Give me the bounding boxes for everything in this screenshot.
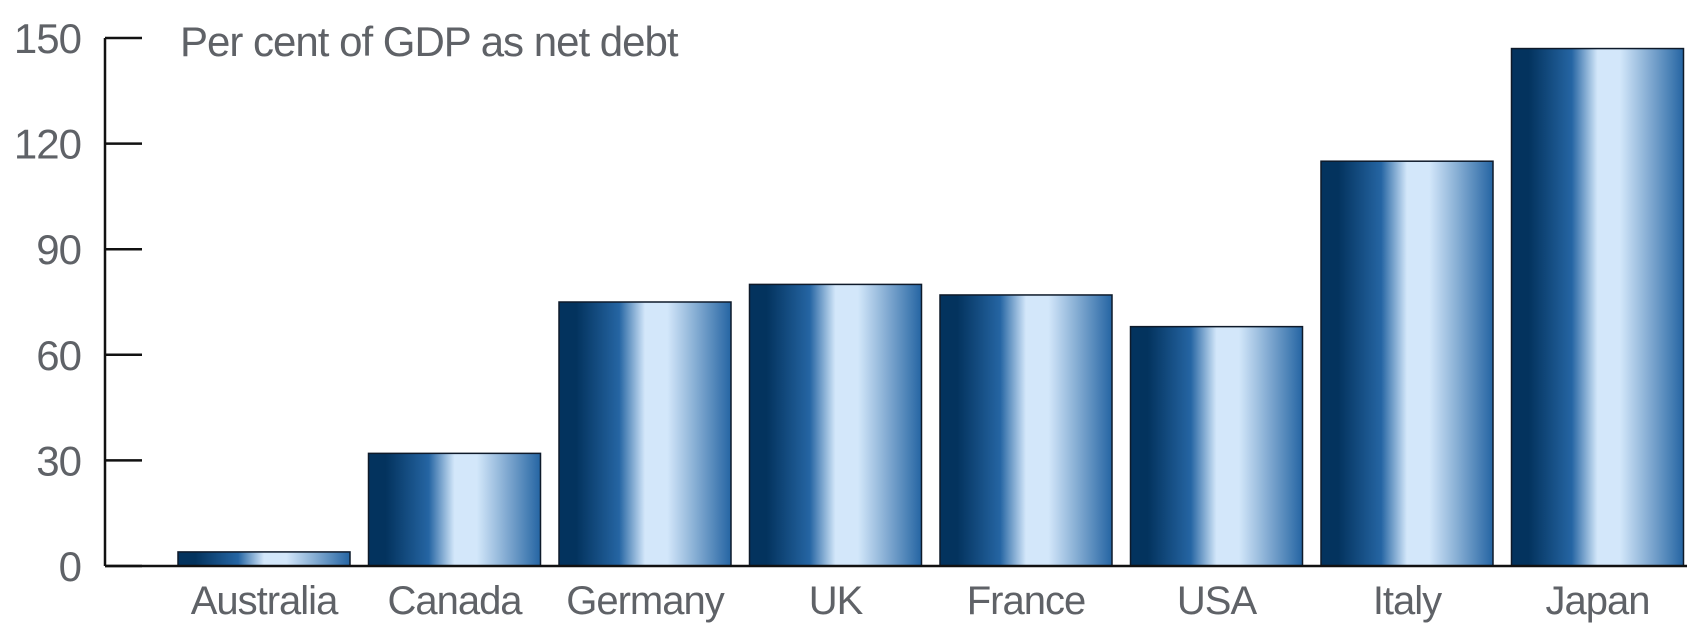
bar-uk bbox=[748, 283, 923, 567]
x-tick-label: USA bbox=[1177, 579, 1258, 623]
y-tick-label: 60 bbox=[36, 332, 81, 379]
chart-title: Per cent of GDP as net debt bbox=[180, 18, 679, 65]
x-tick-label: Japan bbox=[1546, 579, 1650, 623]
y-tick-label: 30 bbox=[36, 437, 81, 484]
y-tick-label: 150 bbox=[14, 15, 81, 62]
x-tick-label: Italy bbox=[1373, 579, 1442, 623]
bars-group bbox=[177, 47, 1685, 567]
bar-germany bbox=[558, 301, 732, 567]
bar-france bbox=[939, 294, 1113, 567]
y-tick-label: 90 bbox=[36, 226, 81, 273]
x-tick-label: Australia bbox=[191, 579, 339, 623]
x-tick-label: France bbox=[967, 579, 1086, 623]
y-tick-label: 0 bbox=[59, 543, 81, 590]
y-tick-label: 120 bbox=[14, 121, 81, 168]
x-tick-label: UK bbox=[809, 579, 864, 623]
bar-australia bbox=[177, 551, 351, 567]
bar-italy bbox=[1320, 160, 1494, 567]
bar-canada bbox=[367, 452, 542, 567]
bar-japan bbox=[1510, 47, 1685, 567]
x-tick-label: Canada bbox=[387, 579, 523, 623]
y-axis: 0 30 60 90 120 150 bbox=[14, 15, 1687, 590]
x-axis-labels: Australia Canada Germany UK France USA Italy Ja… bbox=[191, 579, 1651, 623]
bar-usa bbox=[1129, 325, 1304, 567]
x-tick-label: Germany bbox=[566, 579, 724, 623]
